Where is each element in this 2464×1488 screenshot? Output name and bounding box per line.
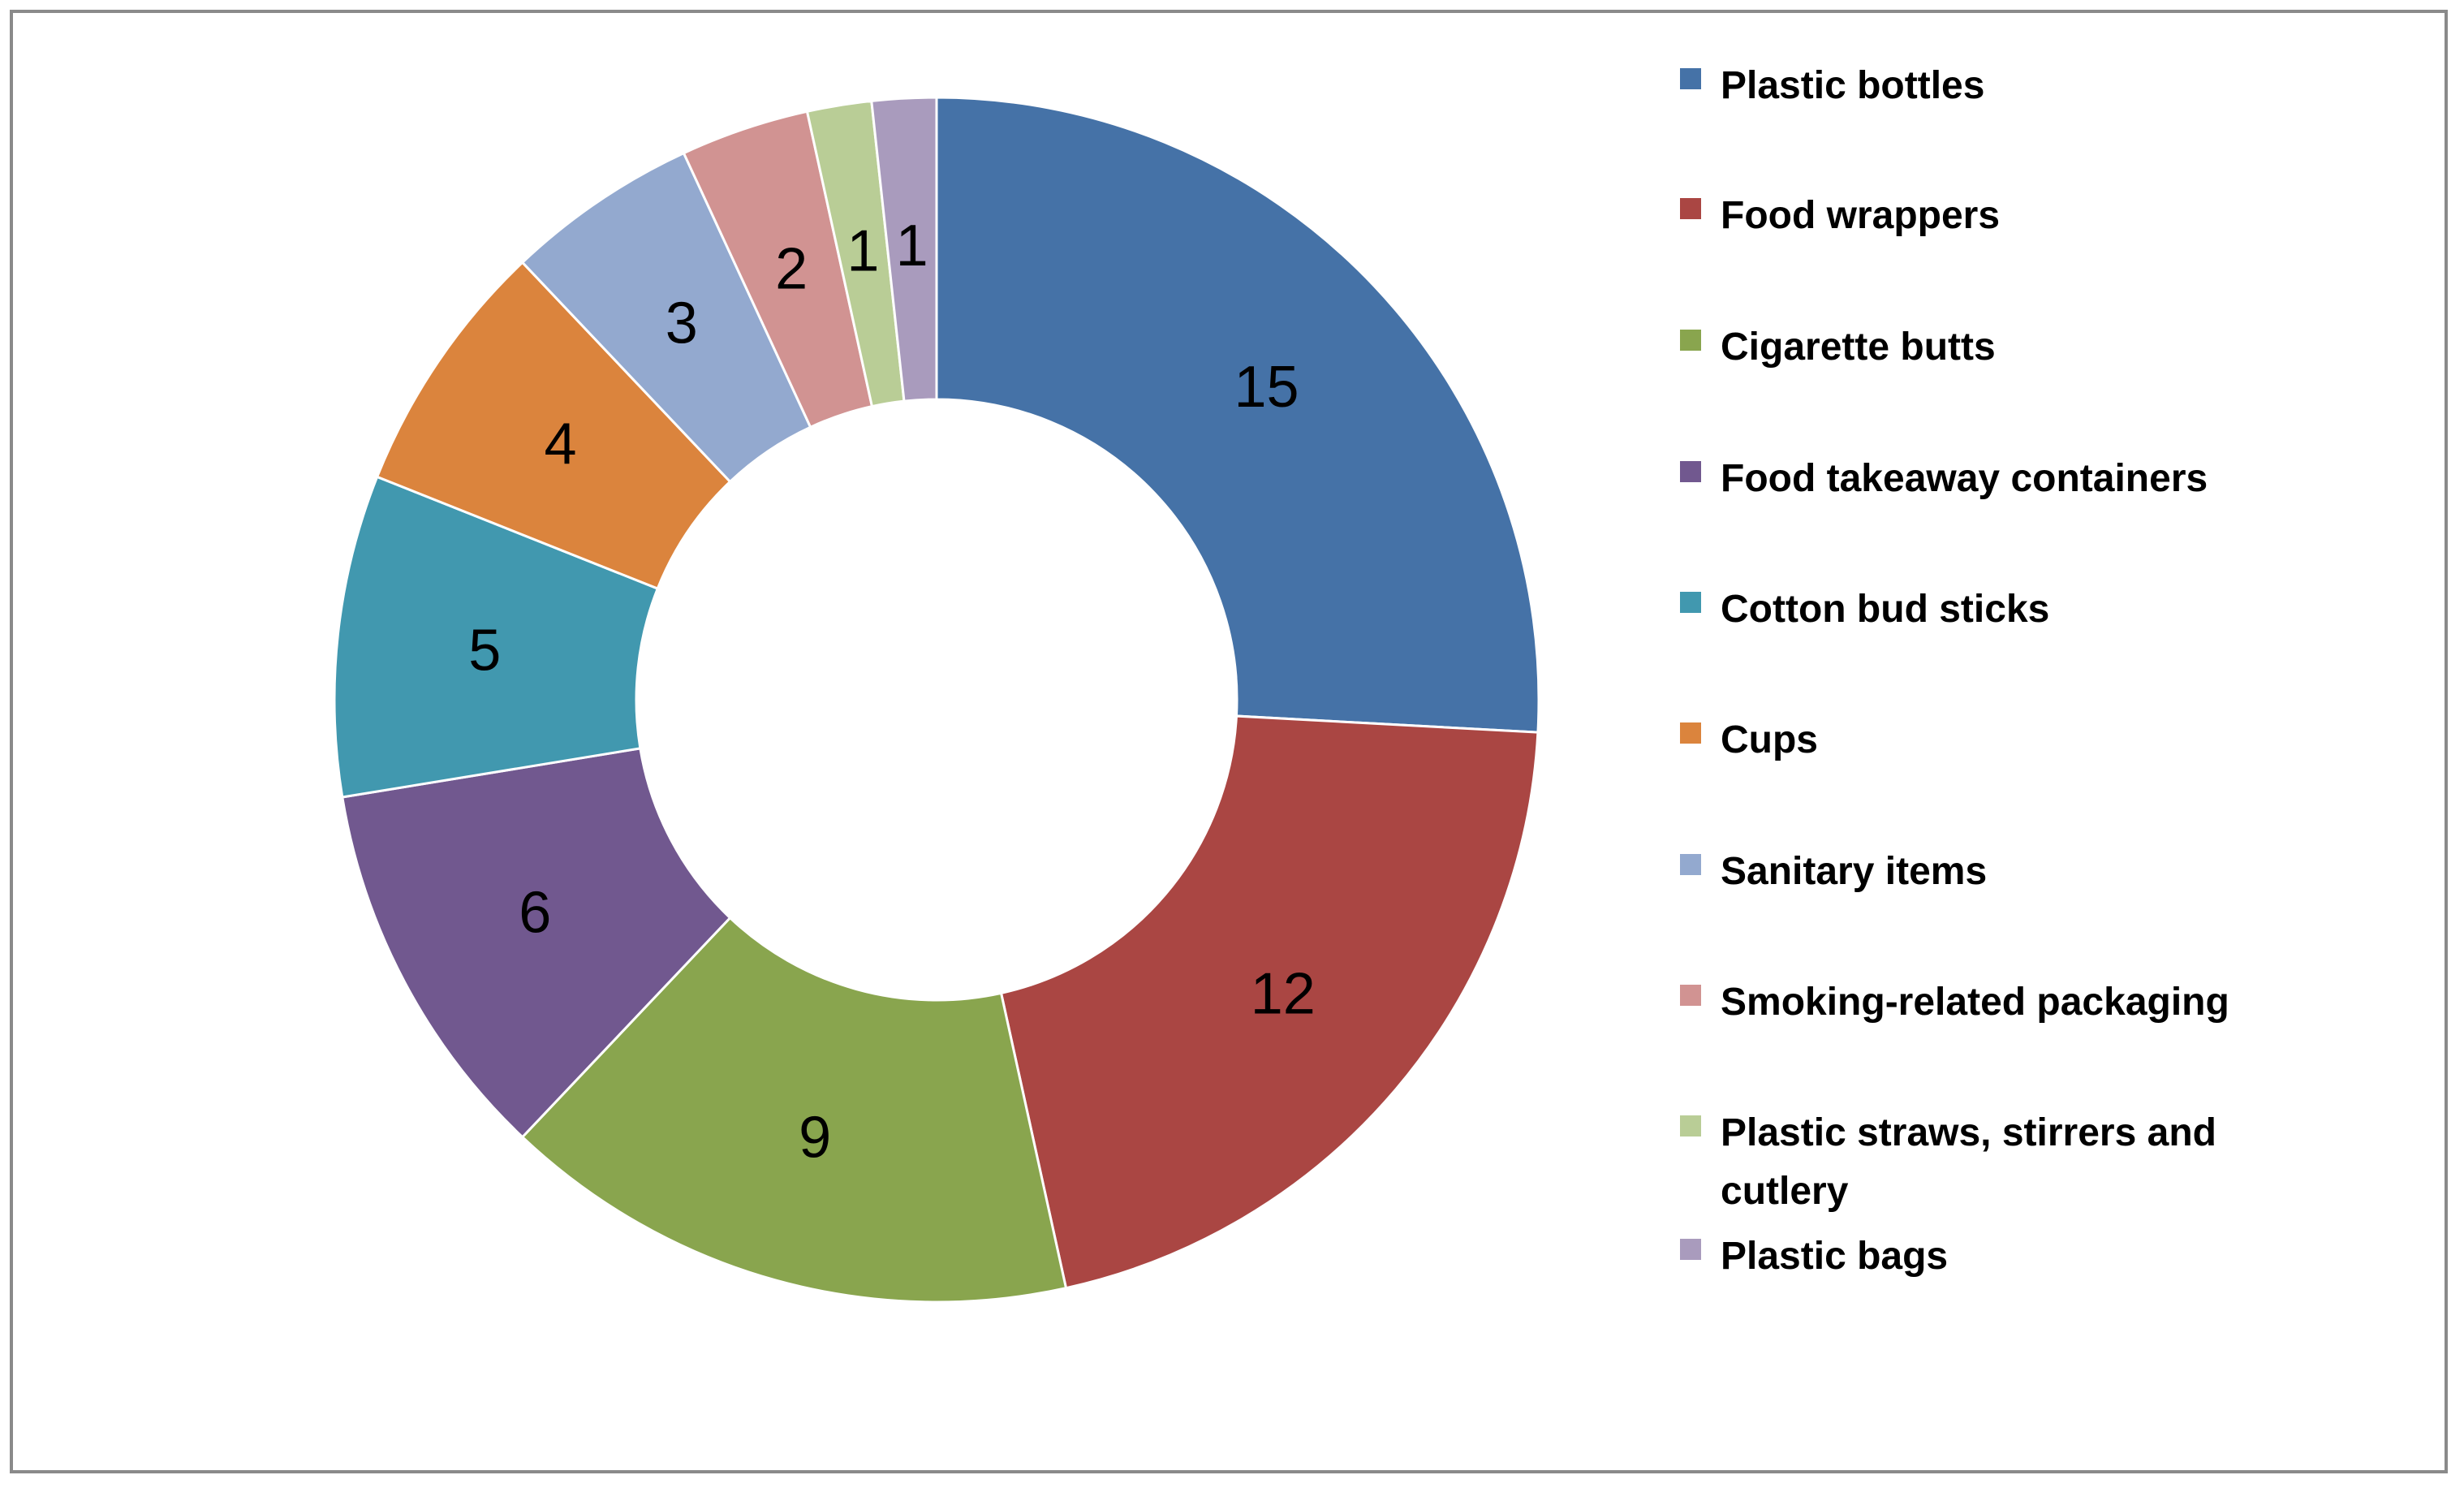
donut-slices — [333, 96, 1540, 1304]
legend-swatch — [1680, 198, 1701, 219]
legend-swatch — [1680, 854, 1701, 875]
data-label-8: 2 — [775, 236, 808, 301]
data-label-3: 9 — [799, 1106, 831, 1171]
legend-item: Plastic bags — [1680, 1227, 1948, 1286]
data-label-9: 1 — [846, 218, 879, 283]
legend-label: Cups — [1721, 718, 1818, 761]
legend-label: Cotton bud sticks — [1721, 588, 2050, 631]
legend-swatch — [1680, 722, 1701, 744]
slice-plastic-bags — [870, 96, 938, 403]
legend-label: Sanitary items — [1721, 850, 1988, 893]
legend-swatch — [1680, 1115, 1701, 1136]
legend-item: Plastic bottles — [1680, 57, 1984, 115]
legend-item: Cotton bud sticks — [1680, 580, 2049, 639]
legend-label: Plastic bottles — [1721, 64, 1985, 107]
legend-swatch — [1680, 461, 1701, 482]
legend-item: Food takeaway containers — [1680, 450, 2208, 508]
legend-label: Plastic straws, stirrers and cutlery — [1721, 1111, 2216, 1213]
data-label-7: 3 — [666, 291, 698, 356]
data-label-2: 12 — [1251, 962, 1316, 1027]
slice-food-wrappers — [999, 714, 1540, 1290]
data-label-6: 4 — [544, 412, 576, 477]
legend-item: Sanitary items — [1680, 843, 1987, 901]
legend-label: Smoking-related packaging — [1721, 981, 2229, 1024]
legend-item: Cigarette butts — [1680, 318, 1996, 377]
slice-plastic-bottles — [935, 96, 1540, 734]
legend-item: Cups — [1680, 711, 1818, 770]
legend-label: Plastic bags — [1721, 1235, 1949, 1278]
legend-swatch — [1680, 68, 1701, 89]
legend-swatch — [1680, 1239, 1701, 1260]
legend-item: Plastic straws, stirrers and cutlery — [1680, 1104, 2289, 1221]
legend-swatch — [1680, 985, 1701, 1006]
data-label-1: 15 — [1234, 355, 1299, 420]
data-label-5: 5 — [468, 618, 501, 683]
legend-item: Smoking-related packaging — [1680, 973, 2229, 1032]
data-label-10: 1 — [896, 213, 928, 278]
data-label-4: 6 — [519, 880, 551, 945]
legend-swatch — [1680, 330, 1701, 351]
legend-item: Food wrappers — [1680, 187, 2000, 245]
slice-cigarette-butts — [520, 916, 1068, 1304]
legend-label: Food takeaway containers — [1721, 457, 2208, 500]
legend-label: Cigarette butts — [1721, 326, 1996, 369]
slice-food-takeaway-containers — [341, 747, 732, 1139]
legend-swatch — [1680, 592, 1701, 613]
legend-label: Food wrappers — [1721, 194, 2001, 237]
